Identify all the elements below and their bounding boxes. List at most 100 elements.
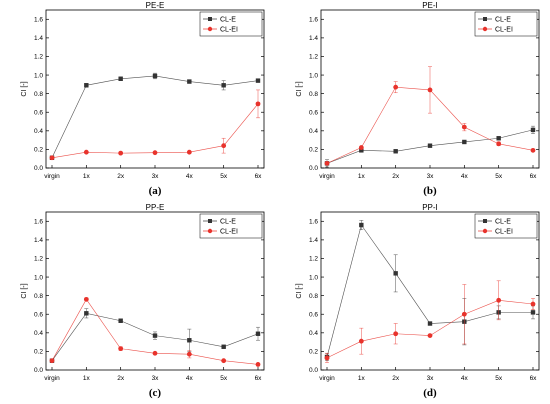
x-tick-label: 3x	[427, 173, 435, 180]
y-axis-label: CI [-]	[296, 283, 303, 298]
data-point-CL-E	[84, 83, 89, 88]
data-point-CL-E	[118, 76, 123, 81]
data-point-CL-EI	[496, 297, 502, 303]
y-tick-label: 0.6	[309, 311, 318, 318]
data-point-CL-EI	[324, 160, 330, 166]
y-tick-label: 0.8	[34, 91, 43, 98]
y-tick-label: 0.4	[34, 128, 43, 135]
legend-box	[474, 11, 538, 37]
y-tick-label: 0.2	[34, 147, 43, 154]
legend-marker	[482, 228, 488, 234]
data-point-CL-EI	[186, 351, 192, 357]
y-tick-label: 1.2	[309, 54, 318, 61]
y-tick-label: 0.4	[309, 330, 318, 337]
data-point-CL-EI	[358, 338, 364, 344]
panel-caption: (d)	[423, 387, 437, 399]
data-point-CL-EI	[118, 150, 124, 156]
x-tick-label: 1x	[358, 375, 366, 382]
y-axis-label: CI [-]	[296, 81, 303, 96]
data-point-CL-E	[393, 271, 398, 276]
data-point-CL-E	[255, 331, 261, 336]
x-tick-label: 1x	[358, 173, 366, 180]
series-line-CL-EI	[326, 299, 534, 359]
y-tick-label: 1.6	[309, 16, 318, 23]
y-tick-label: 1.0	[309, 72, 318, 79]
data-point-CL-EI	[530, 301, 536, 307]
data-point-CL-E	[84, 311, 89, 316]
legend-marker	[208, 219, 212, 223]
legend-box	[474, 213, 538, 239]
x-tick-label: virgin	[319, 173, 335, 180]
data-point-CL-EI	[255, 101, 261, 107]
y-tick-label: 0.6	[309, 109, 318, 116]
panel-caption: (b)	[423, 185, 437, 197]
y-tick-label: 1.6	[309, 218, 318, 225]
x-tick-label: 5x	[220, 173, 228, 180]
y-tick-label: 0.8	[309, 91, 318, 98]
x-tick-label: 4x	[461, 173, 469, 180]
chart-panel-d: PP-I 0.0 0.2 0.4 0.6 0.8 1.0 1.2 1.4 1.6 virgin 1x 2…	[296, 203, 540, 399]
legend-marker	[208, 17, 212, 21]
chart-title: PE-E	[146, 1, 165, 10]
x-tick-label: 3x	[152, 173, 160, 180]
chart-panel-b: PE-I 0.0 0.2 0.4 0.6 0.8 1.0 1.2 1.4 1.6 virgin 1x 2…	[296, 1, 540, 197]
series-line-CL-E	[51, 75, 259, 158]
data-point-CL-EI	[83, 296, 89, 302]
data-point-CL-E	[530, 310, 536, 315]
data-point-CL-EI	[324, 355, 330, 361]
legend-marker	[207, 26, 213, 32]
data-point-CL-EI	[393, 331, 399, 337]
y-tick-label: 0.2	[34, 349, 43, 356]
x-tick-label: 6x	[255, 375, 263, 382]
y-tick-label: 0.6	[34, 311, 43, 318]
x-tick-label: 2x	[392, 173, 400, 180]
data-point-CL-EI	[393, 84, 399, 90]
y-tick-label: 1.0	[34, 274, 43, 281]
legend-marker	[482, 26, 488, 32]
data-point-CL-E	[118, 318, 123, 323]
data-point-CL-E	[496, 136, 501, 141]
y-tick-label: 1.4	[309, 35, 318, 42]
x-tick-label: 2x	[117, 173, 125, 180]
x-tick-label: 2x	[392, 375, 400, 382]
legend-label: CL-E	[495, 16, 511, 23]
y-tick-label: 1.2	[309, 256, 318, 263]
data-point-CL-EI	[221, 358, 227, 364]
chart-panel-c: PP-E 0.0 0.2 0.4 0.6 0.8 1.0 1.2 1.4 1.6 virgin 1x 2…	[21, 203, 265, 399]
data-point-CL-E	[255, 78, 261, 83]
x-tick-label: 4x	[461, 375, 469, 382]
legend-label: CL-E	[220, 218, 236, 225]
data-point-CL-EI	[83, 149, 89, 155]
legend-box	[199, 213, 263, 239]
chart-panel-a: PE-E 0.0 0.2 0.4 0.6 0.8 1.0 1.2 1.4 1.6 virgin 1x 2…	[21, 1, 265, 197]
x-tick-label: virgin	[319, 375, 335, 382]
y-tick-label: 0.4	[34, 330, 43, 337]
legend-box	[199, 11, 263, 37]
data-point-CL-E	[221, 344, 226, 349]
y-tick-label: 1.6	[34, 16, 43, 23]
x-tick-label: 4x	[186, 375, 194, 382]
y-tick-label: 0.0	[34, 367, 43, 374]
y-tick-label: 0.0	[309, 367, 318, 374]
y-tick-label: 0.4	[309, 128, 318, 135]
y-tick-label: 1.4	[34, 237, 43, 244]
x-tick-label: 6x	[530, 375, 538, 382]
data-point-CL-EI	[118, 346, 124, 352]
legend-marker	[207, 228, 213, 234]
data-point-CL-EI	[427, 333, 433, 339]
data-point-CL-E	[152, 333, 158, 338]
data-point-CL-EI	[186, 149, 192, 155]
data-point-CL-EI	[358, 145, 364, 150]
x-tick-label: 6x	[530, 173, 538, 180]
x-tick-label: 5x	[495, 173, 503, 180]
x-tick-label: 3x	[152, 375, 160, 382]
data-point-CL-E	[359, 222, 364, 228]
y-tick-label: 0.2	[309, 349, 318, 356]
y-tick-label: 0.0	[34, 165, 43, 172]
x-tick-label: 2x	[117, 375, 125, 382]
x-tick-label: 3x	[427, 375, 435, 382]
chart-title: PP-I	[422, 203, 438, 212]
legend-label: CL-EI	[495, 26, 513, 33]
y-axis-label: CI [-]	[21, 81, 28, 96]
